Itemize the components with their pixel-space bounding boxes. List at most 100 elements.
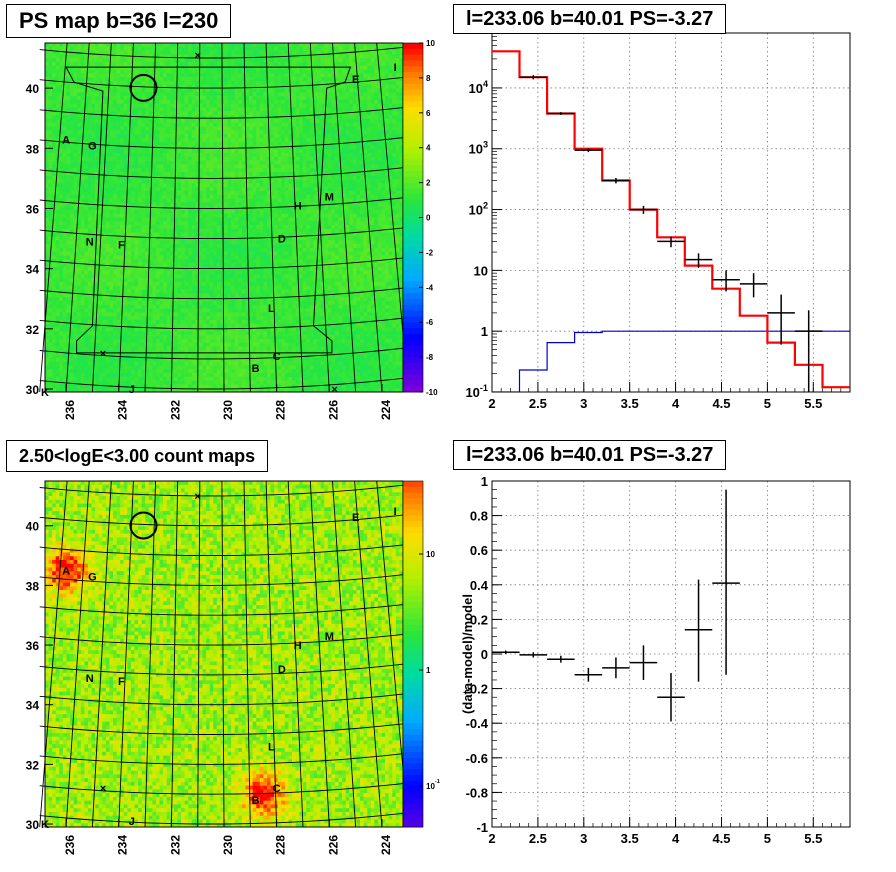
heatmap-cell — [120, 380, 125, 385]
heatmap-cell — [87, 153, 92, 158]
heatmap-cell — [159, 217, 164, 222]
heatmap-cell — [141, 213, 146, 218]
heatmap-cell — [95, 312, 99, 317]
heatmap-cell — [155, 206, 160, 211]
heatmap-cell — [116, 115, 121, 120]
heatmap-cell — [152, 107, 157, 112]
heatmap-cell — [113, 202, 117, 207]
heatmap-cell — [120, 338, 125, 343]
heatmap-cell — [102, 300, 107, 306]
heatmap-cell — [145, 168, 150, 173]
heatmap-cell — [231, 168, 236, 173]
heatmap-cell — [48, 225, 53, 230]
heatmap-cell — [163, 346, 168, 351]
heatmap-cell — [130, 88, 135, 93]
heatmap-cell — [113, 160, 117, 165]
heatmap-cell — [213, 190, 218, 196]
heatmap-cell — [120, 285, 125, 290]
heatmap-cell — [52, 251, 57, 256]
heatmap-cell — [173, 346, 178, 351]
heatmap-cell — [224, 361, 228, 366]
heatmap-cell — [102, 357, 107, 362]
heatmap-cell — [80, 107, 85, 112]
heatmap-cell — [181, 99, 185, 104]
heatmap-cell — [209, 58, 214, 63]
heatmap-cell — [127, 213, 132, 218]
heatmap-cell — [113, 206, 117, 211]
heatmap-cell — [181, 232, 185, 237]
heatmap-cell — [177, 198, 182, 203]
heatmap-cell — [202, 126, 207, 131]
heatmap-cell — [170, 247, 175, 252]
heatmap-cell — [52, 198, 57, 203]
heatmap-cell — [159, 346, 164, 351]
heatmap-cell — [188, 145, 193, 150]
heatmap-cell — [130, 228, 135, 233]
heatmap-cell — [159, 304, 164, 309]
heatmap-cell — [152, 206, 157, 211]
heatmap-cell — [152, 236, 157, 241]
heatmap-cell — [170, 115, 175, 120]
heatmap-cell — [120, 145, 125, 150]
heatmap-cell — [231, 217, 236, 222]
heatmap-cell — [184, 88, 189, 93]
heatmap-cell — [181, 289, 185, 294]
heatmap-cell — [173, 80, 178, 86]
heatmap-cell — [45, 130, 49, 135]
heatmap-cell — [209, 99, 214, 104]
heatmap-cell — [127, 244, 132, 249]
heatmap-cell — [80, 308, 85, 313]
heatmap-cell — [159, 316, 164, 321]
heatmap-cell — [170, 376, 175, 381]
heatmap-cell — [66, 217, 71, 222]
heatmap-cell — [188, 251, 193, 256]
heatmap-cell — [177, 126, 182, 131]
heatmap-cell — [52, 168, 57, 173]
heatmap-cell — [198, 126, 203, 131]
heatmap-cell — [73, 361, 78, 366]
heatmap-cell — [120, 213, 125, 218]
heatmap-cell — [98, 247, 103, 252]
heatmap-cell — [59, 247, 64, 252]
heatmap-cell — [177, 77, 182, 82]
heatmap-cell — [66, 149, 71, 154]
heatmap-cell — [177, 361, 182, 366]
heatmap-cell — [123, 357, 128, 362]
heatmap-cell — [52, 84, 57, 89]
heatmap-cell — [123, 293, 128, 298]
heatmap-cell — [123, 350, 128, 355]
heatmap-cell — [148, 225, 153, 230]
heatmap-cell — [87, 350, 92, 355]
heatmap-cell — [163, 149, 168, 154]
heatmap-cell — [181, 327, 185, 332]
heatmap-cell — [138, 285, 142, 290]
heatmap-cell — [166, 202, 171, 207]
heatmap-cell — [113, 346, 117, 351]
heatmap-cell — [170, 244, 175, 249]
heatmap-cell — [198, 43, 203, 48]
heatmap-cell — [227, 69, 232, 74]
heatmap-cell — [87, 346, 92, 351]
heatmap-cell — [80, 96, 85, 101]
heatmap-cell — [55, 103, 60, 108]
heatmap-cell — [84, 300, 89, 306]
heatmap-cell — [138, 270, 142, 275]
heatmap-cell — [87, 46, 92, 51]
heatmap-cell — [195, 175, 200, 180]
heatmap-cell — [91, 183, 96, 188]
heatmap-cell — [155, 141, 160, 146]
heatmap-cell — [52, 153, 57, 158]
heatmap-cell — [209, 338, 214, 343]
heatmap-cell — [134, 202, 139, 207]
heatmap-cell — [48, 327, 53, 332]
heatmap-cell — [134, 141, 139, 146]
heatmap-cell — [163, 331, 168, 336]
heatmap-cell — [188, 168, 193, 173]
heatmap-cell — [145, 65, 150, 70]
heatmap-cell — [116, 206, 121, 211]
heatmap-cell — [209, 149, 214, 154]
heatmap-cell — [109, 145, 114, 150]
heatmap-cell — [48, 194, 53, 199]
heatmap-cell — [220, 232, 225, 237]
heatmap-cell — [80, 77, 85, 82]
